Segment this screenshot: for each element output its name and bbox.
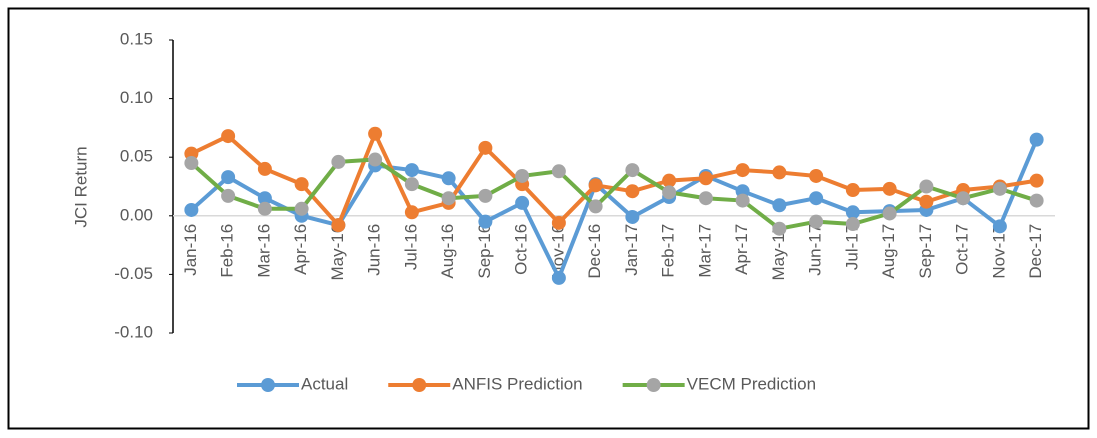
data-point: [809, 191, 824, 206]
data-point: [845, 217, 860, 232]
x-tick-label: Jul-16: [401, 224, 420, 270]
data-point: [809, 214, 824, 229]
x-tick-label: Oct-17: [953, 224, 972, 275]
data-point: [294, 177, 309, 192]
x-tick-label: Jul-17: [842, 224, 861, 270]
data-point: [478, 140, 493, 155]
x-tick-label: Nov-16: [548, 224, 567, 279]
data-point: [184, 156, 199, 171]
x-tick-label: Jun-17: [806, 224, 825, 276]
data-point: [1029, 173, 1044, 188]
data-point: [404, 205, 419, 220]
data-point: [662, 185, 677, 200]
x-tick-label: May-17: [769, 224, 788, 281]
legend-marker: [412, 378, 427, 392]
legend-label: Actual: [301, 374, 348, 393]
x-tick-label: May-16: [328, 224, 347, 281]
data-point: [331, 154, 346, 169]
x-tick-label: Jan-16: [181, 224, 200, 276]
x-tick-label: Dec-16: [585, 224, 604, 279]
data-point: [698, 191, 713, 206]
data-point: [404, 177, 419, 192]
data-point: [368, 126, 383, 141]
y-tick-label: 0.15: [120, 29, 153, 48]
x-tick-label: Feb-16: [218, 224, 237, 278]
data-point: [882, 181, 897, 196]
x-tick-label: Mar-16: [254, 224, 273, 278]
data-point: [551, 270, 566, 285]
x-tick-label: Aug-17: [879, 224, 898, 279]
data-point: [478, 214, 493, 229]
data-point: [588, 178, 603, 193]
data-point: [625, 163, 640, 178]
legend-marker: [646, 378, 661, 392]
x-tick-label: Jun-16: [365, 224, 384, 276]
data-point: [735, 163, 750, 178]
data-point: [221, 170, 236, 185]
data-point: [478, 188, 493, 203]
data-point: [257, 201, 272, 216]
data-point: [772, 165, 787, 180]
y-axis-label: JCI Return: [71, 146, 90, 227]
x-tick-label: Apr-17: [732, 224, 751, 275]
chart-border: [7, 7, 1090, 430]
data-point: [625, 184, 640, 199]
series-line: [190, 157, 1038, 231]
data-point: [441, 171, 456, 186]
data-point: [257, 191, 272, 206]
data-point: [735, 193, 750, 208]
y-tick-label: -0.05: [114, 264, 153, 283]
y-tick-label: -0.10: [114, 322, 153, 341]
data-point: [772, 198, 787, 213]
x-tick-label: Apr-16: [291, 224, 310, 275]
data-point: [662, 173, 677, 188]
x-tick-label: Feb-17: [659, 224, 678, 278]
legend-label: ANFIS Prediction: [452, 374, 582, 393]
x-tick-label: Sep-16: [475, 224, 494, 279]
data-point: [919, 194, 934, 209]
data-point: [1029, 193, 1044, 208]
data-point: [919, 179, 934, 194]
legend-marker: [261, 378, 275, 392]
x-tick-label: Sep-17: [916, 224, 935, 279]
data-point: [1029, 132, 1044, 147]
x-tick-label: Oct-16: [512, 224, 531, 275]
x-tick-label: Jan-17: [622, 224, 641, 276]
x-tick-label: Mar-17: [695, 224, 714, 278]
legend-label: VECM Prediction: [687, 374, 816, 393]
data-point: [882, 206, 897, 221]
data-point: [221, 188, 236, 203]
data-point: [956, 191, 971, 206]
data-point: [294, 201, 309, 216]
data-point: [515, 195, 530, 210]
data-point: [441, 191, 456, 206]
data-point: [588, 199, 603, 214]
data-point: [625, 209, 640, 224]
data-point: [551, 164, 566, 179]
y-tick-label: 0.00: [120, 205, 153, 224]
data-point: [992, 181, 1007, 196]
data-point: [331, 218, 346, 233]
data-point: [845, 183, 860, 198]
data-point: [184, 202, 199, 217]
y-tick-label: 0.10: [120, 88, 153, 107]
data-point: [515, 168, 530, 183]
x-tick-label: Aug-16: [438, 224, 457, 279]
data-point: [257, 161, 272, 176]
data-point: [404, 163, 419, 178]
data-point: [845, 205, 860, 220]
data-point: [809, 168, 824, 183]
x-tick-label: Nov-17: [989, 224, 1008, 279]
data-point: [772, 221, 787, 236]
x-tick-label: Dec-17: [1026, 224, 1045, 279]
y-tick-label: 0.05: [120, 147, 153, 166]
data-point: [551, 215, 566, 230]
data-point: [698, 171, 713, 186]
data-point: [992, 219, 1007, 234]
data-point: [368, 152, 383, 167]
data-point: [221, 129, 236, 144]
